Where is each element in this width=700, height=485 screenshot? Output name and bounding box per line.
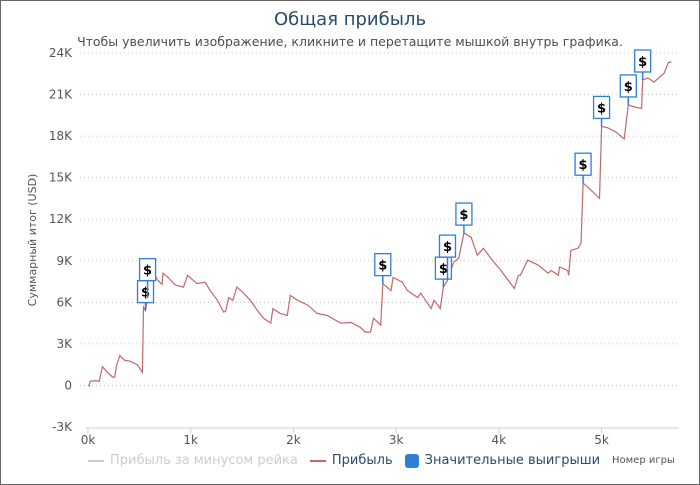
dollar-icon: $ — [459, 208, 468, 223]
legend-label: Прибыль за минусом рейка — [110, 453, 298, 468]
dollar-icon: $ — [143, 264, 152, 279]
big-win-flag[interactable]: $ — [138, 257, 157, 299]
legend-line-icon — [88, 459, 104, 462]
big-win-flag[interactable]: $ — [619, 74, 637, 105]
legend-label: Прибыль — [331, 453, 393, 468]
y-tick-label: 18K — [49, 129, 73, 143]
profit-series-line[interactable] — [87, 61, 672, 388]
dollar-icon: $ — [624, 80, 633, 95]
dollar-icon: $ — [597, 101, 606, 116]
flag-box — [374, 252, 392, 277]
dollar-icon: $ — [443, 240, 452, 255]
chart-title: Общая прибыль — [273, 9, 427, 30]
y-tick-label: 3K — [56, 337, 73, 351]
chart-subtitle: Чтобы увеличить изображение, кликните и … — [77, 34, 623, 49]
x-tick-label: 3k — [389, 433, 404, 447]
dollar-icon: $ — [638, 55, 647, 70]
big-win-flag[interactable]: $ — [455, 202, 473, 234]
flag-box — [619, 74, 637, 98]
big-win-flag[interactable]: $ — [634, 49, 652, 81]
y-tick-label: -3K — [52, 420, 73, 434]
y-tick-label: 21K — [49, 88, 73, 102]
y-tick-label: 24K — [49, 46, 73, 60]
legend: Прибыль за минусом рейка Прибыль Значите… — [88, 453, 612, 468]
y-axis-title: Суммарный итог (USD) — [26, 174, 39, 307]
y-tick-label: 15K — [49, 171, 73, 185]
legend-item-big-wins[interactable]: Значительные выигрыши — [404, 453, 601, 468]
flag-box — [574, 152, 592, 176]
big-win-flag[interactable]: $ — [592, 95, 611, 127]
y-tick-label: 12K — [49, 212, 73, 226]
y-tick-label: 9K — [56, 254, 73, 268]
x-axis-title: Номер игры — [612, 455, 675, 466]
y-tick-label: 0 — [64, 378, 72, 392]
flag-box — [592, 95, 611, 120]
flag-box — [438, 234, 457, 258]
x-tick-label: 4k — [492, 433, 507, 447]
big-win-flag[interactable]: $ — [574, 152, 592, 184]
dollar-icon: $ — [579, 158, 588, 173]
big-win-flag[interactable]: $ — [136, 279, 155, 311]
legend-item-rake-profit[interactable]: Прибыль за минусом рейка — [88, 453, 298, 468]
legend-line-icon — [309, 459, 326, 462]
x-tick-label: 5k — [594, 433, 609, 447]
big-win-flag[interactable]: $ — [438, 234, 457, 281]
legend-box-icon — [404, 453, 419, 468]
flag-box — [634, 49, 652, 73]
flag-box — [138, 257, 157, 282]
big-win-flag[interactable]: $ — [374, 252, 392, 284]
legend-item-profit[interactable]: Прибыль — [309, 453, 393, 468]
y-tick-label: 6K — [56, 295, 73, 309]
dollar-icon: $ — [141, 286, 150, 301]
legend-label: Значительные выигрыши — [424, 453, 601, 468]
big-win-flag[interactable]: $ — [434, 256, 453, 288]
dollar-icon: $ — [378, 259, 387, 274]
flag-box — [455, 202, 473, 226]
dollar-icon: $ — [439, 262, 448, 277]
x-tick-label: 2k — [286, 433, 301, 447]
x-tick-label: 1k — [183, 433, 198, 447]
x-tick-label: 0k — [81, 433, 96, 447]
